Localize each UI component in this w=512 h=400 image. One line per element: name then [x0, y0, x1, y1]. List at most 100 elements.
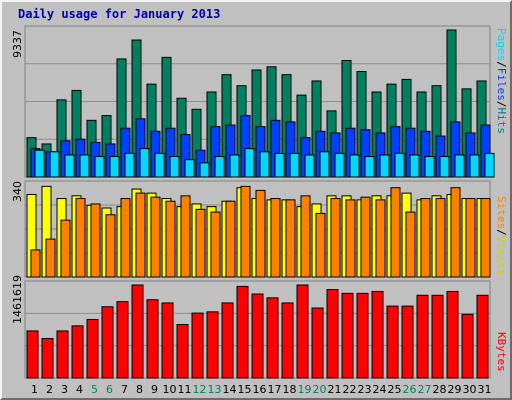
bar-sites-12: [195, 208, 206, 278]
bar-kbytes-23: [356, 292, 369, 379]
bar-kbytes-16: [251, 293, 264, 379]
bar-pages-10: [169, 156, 180, 178]
bar-kbytes-3: [56, 330, 69, 379]
bar-kbytes-28: [431, 294, 444, 379]
bar-kbytes-2: [41, 338, 54, 379]
x-tick-3: 3: [61, 383, 68, 396]
x-tick-9: 9: [151, 383, 158, 396]
x-tick-30: 30: [463, 383, 477, 396]
bar-sites-13: [210, 211, 221, 278]
bar-sites-19: [300, 195, 311, 278]
bar-pages-23: [364, 156, 375, 178]
bar-sites-31: [480, 198, 491, 278]
bar-kbytes-14: [221, 302, 234, 379]
bar-pages-26: [409, 154, 420, 178]
bar-pages-28: [439, 156, 450, 178]
bar-sites-15: [240, 185, 251, 278]
x-tick-7: 7: [121, 383, 128, 396]
bar-sites-10: [165, 200, 176, 278]
bar-kbytes-22: [341, 292, 354, 379]
x-tick-4: 4: [76, 383, 83, 396]
x-tick-13: 13: [208, 383, 222, 396]
bar-pages-20: [319, 151, 330, 178]
bar-kbytes-17: [266, 297, 279, 379]
x-tick-1: 1: [31, 383, 38, 396]
bar-pages-16: [259, 151, 270, 178]
x-tick-16: 16: [253, 383, 267, 396]
bar-sites-24: [375, 199, 386, 278]
x-tick-29: 29: [448, 383, 462, 396]
x-tick-6: 6: [106, 383, 113, 396]
x-tick-20: 20: [313, 383, 327, 396]
bar-kbytes-30: [461, 313, 474, 379]
bar-kbytes-8: [131, 284, 144, 379]
bar-pages-22: [349, 154, 360, 178]
bar-pages-21: [334, 152, 345, 178]
x-tick-15: 15: [238, 383, 252, 396]
bar-kbytes-26: [401, 305, 414, 379]
bar-pages-12: [199, 162, 210, 178]
bar-sites-4: [75, 198, 86, 278]
bar-pages-14: [229, 154, 240, 178]
bar-kbytes-11: [176, 324, 189, 379]
bar-pages-31: [484, 152, 495, 178]
bar-pages-7: [124, 152, 135, 178]
x-tick-5: 5: [91, 383, 98, 396]
bar-sites-20: [315, 212, 326, 278]
bar-kbytes-21: [326, 289, 339, 379]
bar-sites-7: [120, 198, 131, 278]
x-tick-23: 23: [358, 383, 372, 396]
bar-sites-29: [450, 187, 461, 278]
x-tick-21: 21: [328, 383, 342, 396]
bar-pages-3: [64, 154, 75, 178]
x-tick-19: 19: [298, 383, 312, 396]
x-tick-24: 24: [373, 383, 387, 396]
bar-kbytes-5: [86, 318, 99, 379]
bar-kbytes-7: [116, 301, 129, 379]
bar-sites-25: [390, 187, 401, 278]
bar-pages-5: [94, 156, 105, 178]
bar-pages-29: [454, 154, 465, 178]
x-tick-8: 8: [136, 383, 143, 396]
bar-sites-9: [150, 196, 161, 278]
bar-kbytes-18: [281, 302, 294, 379]
bar-sites-23: [360, 196, 371, 278]
bar-sites-16: [255, 189, 266, 278]
bar-sites-30: [465, 198, 476, 278]
bar-sites-2: [45, 238, 56, 278]
bar-pages-9: [154, 152, 165, 178]
bar-pages-2: [49, 151, 60, 178]
bar-sites-26: [405, 211, 416, 278]
bar-sites-6: [105, 214, 116, 278]
bar-sites-1: [30, 249, 41, 278]
bar-sites-21: [330, 198, 341, 278]
bar-sites-3: [60, 219, 71, 278]
chart-title: Daily usage for January 2013: [18, 7, 221, 21]
bar-kbytes-6: [101, 306, 114, 379]
x-tick-10: 10: [163, 383, 177, 396]
bar-sites-17: [270, 198, 281, 278]
bar-kbytes-29: [446, 290, 459, 379]
bar-pages-18: [289, 152, 300, 178]
bar-pages-19: [304, 154, 315, 178]
x-tick-27: 27: [418, 383, 432, 396]
bar-pages-11: [184, 159, 195, 178]
x-tick-18: 18: [283, 383, 297, 396]
bar-pages-6: [109, 156, 120, 178]
x-tick-14: 14: [223, 383, 237, 396]
x-tick-2: 2: [46, 383, 53, 396]
bar-sites-11: [180, 195, 191, 278]
bar-sites-8: [135, 192, 146, 278]
x-tick-31: 31: [478, 383, 492, 396]
bar-sites-27: [420, 198, 431, 278]
bar-kbytes-27: [416, 294, 429, 379]
bar-kbytes-15: [236, 285, 249, 379]
bar-pages-30: [469, 154, 480, 178]
bar-sites-14: [225, 200, 236, 278]
bar-kbytes-10: [161, 302, 174, 379]
bar-pages-8: [139, 148, 150, 178]
bar-kbytes-20: [311, 307, 324, 379]
bar-kbytes-4: [71, 325, 84, 379]
x-tick-26: 26: [403, 383, 417, 396]
